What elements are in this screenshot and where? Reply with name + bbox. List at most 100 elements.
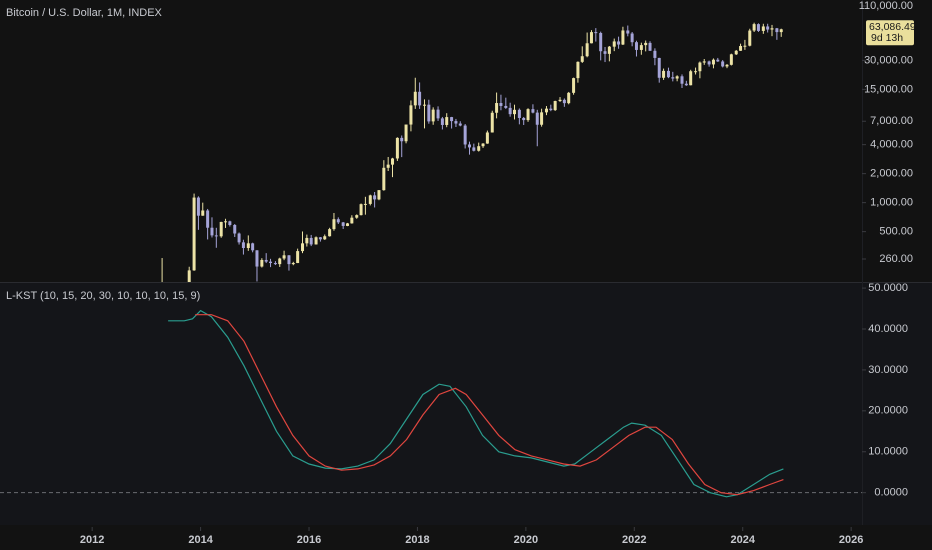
candle-body	[328, 229, 332, 237]
price-tag-box	[866, 20, 914, 46]
candle-body	[621, 30, 625, 45]
indicator-line	[195, 314, 784, 496]
candle-body	[210, 227, 214, 236]
candle-body	[287, 255, 291, 265]
candle-body	[467, 144, 471, 148]
candle-body	[734, 50, 738, 55]
candle-body	[440, 118, 444, 125]
candle-body	[196, 197, 200, 216]
candle-body	[318, 237, 322, 240]
candle-body	[508, 107, 512, 115]
candle-body	[233, 224, 237, 234]
candle-body	[716, 59, 720, 62]
candle-body	[436, 109, 440, 119]
candle-body	[694, 71, 698, 73]
candle-body	[725, 64, 729, 67]
y-tick-label: 500.00	[879, 226, 913, 238]
candle-body	[377, 190, 381, 200]
candle-body	[264, 259, 268, 262]
candle-body	[644, 42, 648, 46]
candle-body	[567, 92, 571, 104]
candle-body	[748, 30, 752, 46]
x-tick-label: 2014	[188, 534, 213, 546]
candle-body	[314, 237, 318, 245]
candle-body	[391, 158, 395, 165]
candle-body	[490, 112, 494, 133]
candle-body	[711, 59, 715, 65]
x-tick-label: 2026	[839, 534, 863, 546]
y-tick-label: 0.0000	[874, 487, 908, 499]
candle-body	[517, 109, 521, 118]
y-tick-label: 30.0000	[868, 364, 908, 376]
candle-body	[246, 243, 250, 249]
y-tick-label: 1,000.00	[870, 197, 913, 209]
y-tick-label: 30,000.00	[864, 54, 913, 66]
candle-body	[743, 45, 747, 47]
candle-body	[721, 61, 725, 67]
candle-body	[702, 61, 706, 63]
candle-body	[657, 57, 661, 78]
candle-body	[359, 204, 363, 216]
chart-title: Bitcoin / U.S. Dollar, 1M, INDEX	[6, 7, 163, 19]
candle-body	[729, 54, 733, 65]
candle-body	[634, 42, 638, 50]
candle-body	[626, 30, 630, 34]
y-tick-label: 2,000.00	[870, 168, 913, 180]
candle-body	[680, 76, 684, 84]
price-plot	[161, 22, 783, 282]
candle-body	[617, 41, 621, 45]
candle-body	[589, 32, 593, 44]
candle-body	[612, 41, 616, 47]
candle-body	[332, 219, 336, 230]
y-tick-label: 7,000.00	[870, 115, 913, 127]
candle-body	[662, 70, 666, 78]
candle-body	[454, 121, 458, 124]
candle-body	[562, 99, 566, 104]
candle-body	[531, 109, 535, 113]
candle-body	[427, 104, 431, 122]
candle-body	[237, 233, 241, 243]
candle-body	[752, 24, 756, 31]
y-tick-label: 40.0000	[868, 323, 908, 335]
candle-body	[187, 270, 191, 282]
candle-body	[558, 99, 562, 102]
indicator-title: L-KST (10, 15, 20, 30, 10, 10, 10, 15, 9…	[6, 290, 200, 302]
candle-body	[472, 147, 476, 151]
x-tick-label: 2020	[514, 534, 538, 546]
indicator-line	[168, 309, 784, 498]
candle-body	[499, 103, 503, 106]
candle-body	[671, 77, 675, 79]
candle-body	[296, 251, 300, 264]
candle-body	[273, 263, 277, 265]
candle-body	[599, 32, 603, 52]
y-tick-label: 260.00	[879, 253, 913, 265]
candle-body	[219, 221, 223, 237]
candle-body	[269, 261, 273, 264]
candle-body	[206, 210, 210, 228]
candle-body	[355, 215, 359, 218]
candle-body	[350, 217, 354, 224]
candle-body	[336, 219, 340, 223]
candle-body	[553, 101, 557, 111]
candle-body	[373, 195, 377, 200]
candle-body	[400, 137, 404, 142]
candle-body	[458, 123, 462, 126]
candle-body	[684, 83, 688, 86]
candle-body	[512, 109, 516, 115]
candle-body	[422, 104, 426, 106]
candle-body	[639, 45, 643, 50]
x-tick-label: 2016	[297, 534, 321, 546]
candle-body	[450, 117, 454, 122]
candle-body	[309, 237, 313, 245]
candle-body	[607, 46, 611, 54]
candle-body	[580, 56, 584, 62]
x-tick-label: 2022	[622, 534, 646, 546]
candle-body	[522, 117, 526, 121]
candle-body	[698, 62, 702, 72]
candle-body	[363, 203, 367, 205]
candle-body	[707, 61, 711, 65]
candle-body	[382, 167, 386, 191]
candle-body	[386, 164, 390, 168]
candle-body	[409, 105, 413, 125]
